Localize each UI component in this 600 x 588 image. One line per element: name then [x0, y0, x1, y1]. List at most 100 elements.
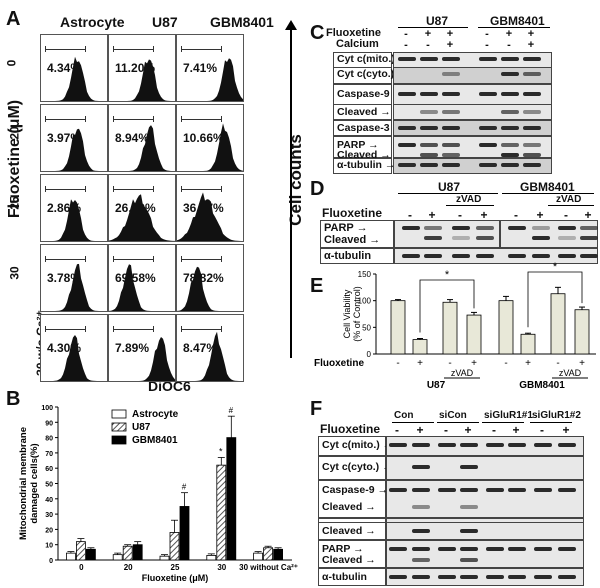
gate-line	[45, 259, 85, 260]
histogram-area	[109, 264, 175, 311]
d-band	[580, 236, 598, 240]
d-blot-label-box: PARP → Cleaved →	[320, 220, 394, 248]
c-band	[523, 72, 541, 76]
c-band	[501, 72, 519, 76]
f-blot-image	[386, 456, 584, 480]
gate-tick	[113, 256, 114, 262]
f-band	[508, 443, 526, 447]
viability-bar	[466, 314, 482, 355]
c-band	[501, 163, 519, 167]
gate-tick	[181, 326, 182, 332]
gate-tick	[153, 256, 154, 262]
percent-value: 3.78%	[47, 271, 82, 285]
c-calcium-sign: +	[446, 39, 454, 51]
y-tick-label: 70	[45, 451, 53, 458]
sig-star: *	[553, 262, 558, 273]
y-tick-label: 100	[358, 297, 372, 306]
gate-tick	[181, 256, 182, 262]
d-band	[424, 236, 442, 240]
bar-gbm8401	[226, 437, 237, 561]
d-fluox-sign: -	[408, 208, 412, 222]
bar-u87	[169, 532, 180, 561]
f-condition-line	[482, 422, 524, 423]
flow-histogram: 4.34%	[40, 34, 108, 102]
f-condition-line	[437, 422, 479, 423]
histogram-peak	[41, 199, 107, 241]
x-sign: +	[417, 358, 423, 369]
gate-tick	[153, 46, 154, 52]
gate-line	[113, 49, 153, 50]
f-blot-label-box: Cyt c(mito.) →	[318, 436, 393, 456]
x-axis-title: Fluoxetine (μM)	[142, 573, 209, 583]
viability-bar	[550, 293, 566, 355]
flow-histogram: 7.41%	[176, 34, 244, 102]
histogram-peak	[177, 192, 243, 241]
sig-star: *	[445, 269, 450, 281]
gate-tick	[45, 186, 46, 192]
d-band	[402, 226, 420, 230]
gate-line	[45, 119, 85, 120]
c-calcium-sign: -	[485, 39, 489, 51]
bar-u87	[122, 545, 133, 561]
c-blot-label: PARP →	[337, 139, 379, 151]
y-tick-label: 150	[358, 270, 372, 279]
f-blot-label-box: α-tubulin	[318, 568, 386, 586]
c-group-gbm: GBM8401	[490, 14, 545, 28]
y-tick-label: 10	[45, 543, 53, 550]
f-band	[508, 547, 526, 551]
d-band	[402, 254, 420, 258]
d-band	[558, 236, 576, 240]
bar-u87	[216, 464, 227, 561]
gate-tick	[45, 46, 46, 52]
x-sign: -	[448, 358, 451, 369]
f-blot-label: α-tubulin	[322, 571, 367, 583]
y-tick-label: 50	[45, 482, 53, 489]
flow-histogram: 3.78%	[40, 244, 108, 312]
histogram-area	[177, 331, 243, 381]
c-blot-label: Cyt c(mito.) →	[337, 53, 409, 65]
f-blot-label-box: Cyt c(cyto.) →	[318, 456, 393, 480]
f-band	[412, 575, 430, 579]
c-blot-label: α-tubulin →	[337, 159, 396, 171]
f-band	[558, 575, 576, 579]
histogram-area	[109, 59, 175, 101]
c-band	[479, 126, 497, 130]
histogram-peak	[109, 264, 175, 311]
c-fluox-sign: +	[424, 28, 432, 40]
x-tick-label: 0	[79, 563, 84, 572]
c-band	[523, 92, 541, 96]
gate-tick	[153, 116, 154, 122]
c-band	[420, 163, 438, 167]
d-band	[558, 254, 576, 258]
f-blot-label: Cleaved →	[322, 501, 376, 513]
viability-bar	[412, 339, 428, 355]
c-band	[479, 163, 497, 167]
c-fluox-sign: -	[485, 28, 489, 40]
f-band	[460, 529, 478, 533]
x-tick-label: 30	[217, 563, 226, 572]
x-tick-label: 25	[171, 563, 180, 572]
c-blot-label-box: α-tubulin →	[333, 158, 396, 174]
gate-line	[113, 259, 153, 260]
c-band	[442, 163, 460, 167]
f-blot-image	[386, 568, 584, 586]
y-tick-label: 20	[45, 527, 53, 534]
bar-u87	[263, 547, 274, 561]
f-band	[508, 575, 526, 579]
f-blot-label: Cyt c(mito.) →	[322, 439, 394, 451]
c-fluox-label: Fluoxetine	[326, 27, 382, 39]
c-blot-label-box: Cyt c(mito.) →	[333, 52, 408, 69]
histogram-peak	[109, 194, 175, 241]
histogram-area	[41, 199, 107, 241]
c-band	[523, 143, 541, 147]
e-zvad-gbm: zVAD	[559, 368, 582, 378]
f-band	[412, 465, 430, 469]
f-condition-label: siGluR1#2	[532, 410, 581, 421]
c-band	[501, 143, 519, 147]
c-band	[501, 110, 519, 114]
y-tick-label: 60	[45, 466, 53, 473]
y-axis-title: Mitochondrial membranedamaged cells(%)	[18, 427, 40, 540]
c-fluox-sign: -	[404, 28, 408, 40]
bar-gbm8401	[86, 548, 96, 561]
gate-tick	[113, 46, 114, 52]
